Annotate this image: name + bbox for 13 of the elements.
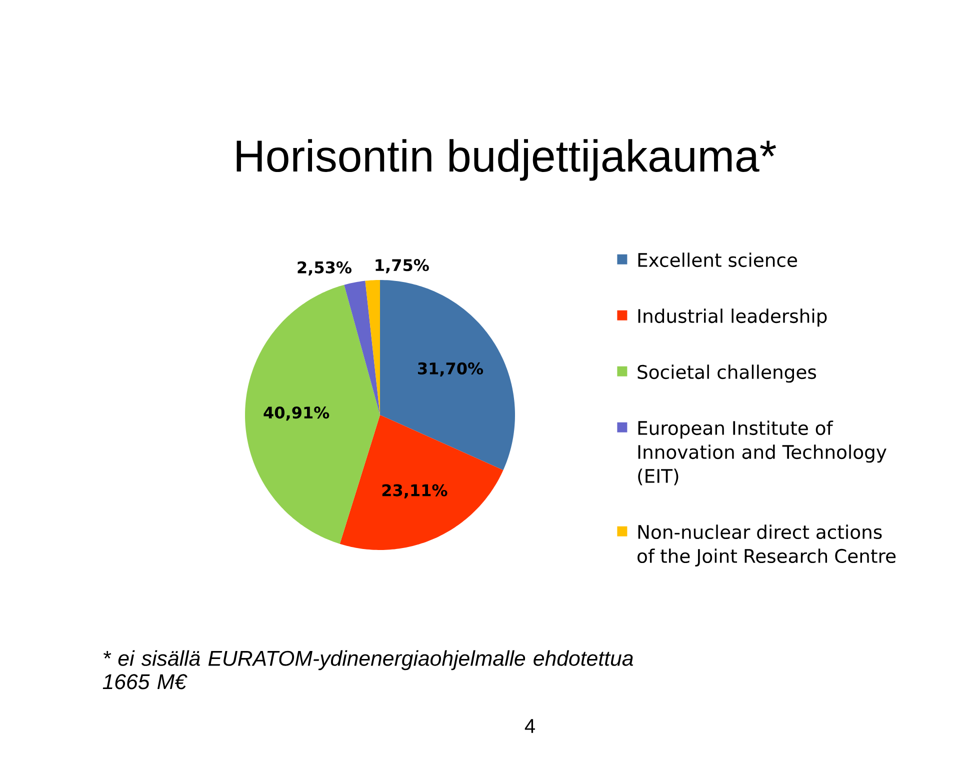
legend-label: Societal challenges [638, 364, 816, 383]
legend-label: Non-nuclear direct actions of the Joint Research Centre [638, 524, 896, 567]
text: * ei sisällä EURATOM-ydinenergiaohjelmalle ehdotettua 1665 M€ [102, 650, 634, 690]
data-label: 40,91% [264, 406, 330, 421]
chart-title: Horisontin budjettijakauma* [236, 139, 776, 181]
legend-label: European Institute of Innovation and Technology (EIT) [638, 420, 886, 486]
data-label: 23,11% [382, 484, 448, 498]
legend-label: Industrial leadership [638, 308, 827, 327]
legend-label: Excellent science [638, 252, 797, 268]
data-label: 1,75% [376, 259, 429, 274]
text: 4 [524, 719, 535, 733]
data-label: 2,53% [298, 261, 352, 276]
data-label: 31,70% [418, 362, 484, 377]
